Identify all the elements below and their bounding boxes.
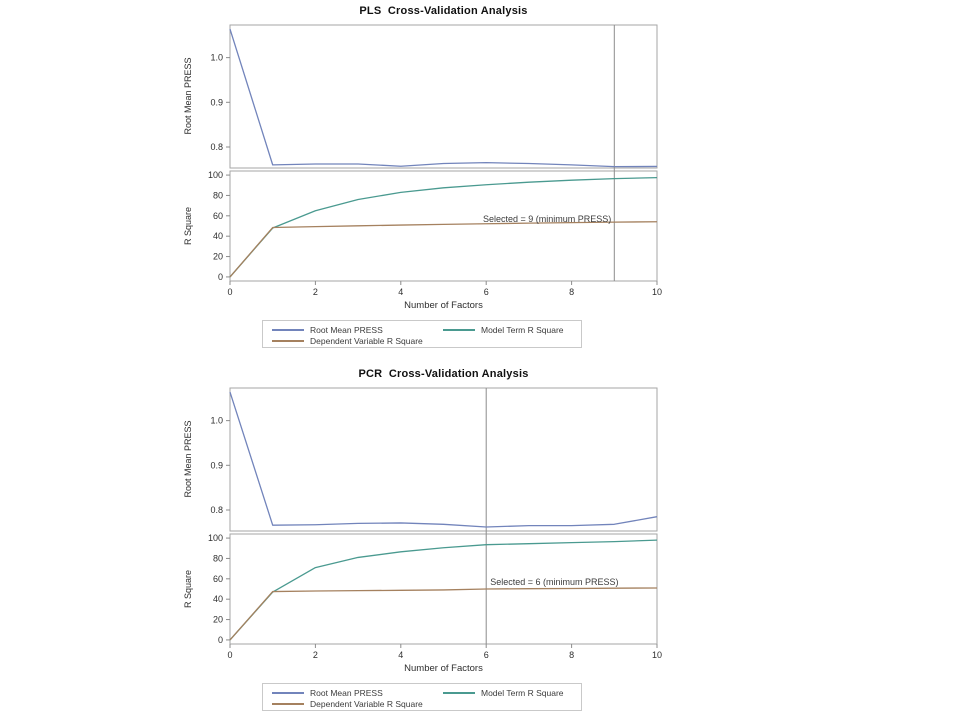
- x-tick-label: 2: [313, 650, 318, 660]
- pcr-legend: Root Mean PRESS Model Term R Square Depe…: [262, 683, 582, 711]
- pcr-figure: PCR Cross-Validation Analysis Root Mean …: [0, 363, 960, 719]
- y-tick-label: 0.8: [210, 505, 223, 515]
- legend-label: Model Term R Square: [481, 688, 564, 698]
- legend-label: Model Term R Square: [481, 325, 564, 335]
- legend-line-swatch-blue: [272, 692, 304, 694]
- series-model-term-r-square: [229, 539, 658, 641]
- y-tick-label: 40: [213, 594, 223, 604]
- y-tick-label: 0: [218, 635, 223, 645]
- legend-line-swatch-brown: [272, 340, 304, 342]
- x-tick-label: 8: [569, 287, 574, 297]
- legend-label: Dependent Variable R Square: [310, 699, 423, 709]
- plot-wall-panel-2: [229, 170, 658, 282]
- y-tick-label: 0: [218, 272, 223, 282]
- x-tick-label: 4: [398, 650, 403, 660]
- series-root-mean-press: [229, 391, 658, 528]
- legend-label: Root Mean PRESS: [310, 325, 383, 335]
- plot-wall-panel-1: [229, 24, 658, 169]
- y-tick-label: 0.9: [210, 460, 223, 470]
- pls-selection-annotation: Selected = 9 (minimum PRESS): [483, 213, 612, 224]
- pls-plot-canvas: 0.8 0.9 1.0 0 20 40 60 80 100 0 2 4 6 8 10: [208, 24, 662, 297]
- legend-label: Root Mean PRESS: [310, 688, 383, 698]
- pls-chart-title: PLS Cross-Validation Analysis: [359, 5, 528, 17]
- y-tick-label: 60: [213, 211, 223, 221]
- pcr-selection-annotation: Selected = 6 (minimum PRESS): [490, 576, 619, 587]
- legend-item-root-mean-press: Root Mean PRESS: [272, 688, 383, 698]
- pls-x-axis-label: Number of Factors: [404, 300, 483, 311]
- y-tick-label: 0.8: [210, 142, 223, 152]
- series-model-term-r-square: [229, 176, 658, 278]
- y-tick-label: 80: [213, 553, 223, 563]
- series-dependent-variable-r-square: [229, 587, 658, 641]
- x-tick-label: 10: [652, 650, 662, 660]
- x-tick-label: 0: [227, 287, 232, 297]
- y-tick-label: 100: [208, 170, 223, 180]
- x-tick-label: 6: [484, 287, 489, 297]
- pls-legend: Root Mean PRESS Model Term R Square Depe…: [262, 320, 582, 348]
- plot-wall-panel-2: [229, 533, 658, 645]
- x-tick-label: 0: [227, 650, 232, 660]
- y-tick-label: 1.0: [210, 416, 223, 426]
- x-tick-label: 2: [313, 287, 318, 297]
- y-tick-label: 1.0: [210, 53, 223, 63]
- x-tick-label: 6: [484, 650, 489, 660]
- legend-item-model-term-r-square: Model Term R Square: [443, 325, 564, 335]
- series-root-mean-press: [229, 28, 658, 168]
- legend-line-swatch-blue: [272, 329, 304, 331]
- legend-line-swatch-brown: [272, 703, 304, 705]
- y-tick-label: 80: [213, 190, 223, 200]
- legend-item-model-term-r-square: Model Term R Square: [443, 688, 564, 698]
- series-dependent-variable-r-square: [229, 221, 658, 278]
- legend-label: Dependent Variable R Square: [310, 336, 423, 346]
- y-tick-label: 40: [213, 231, 223, 241]
- legend-item-dependent-variable-r-square: Dependent Variable R Square: [272, 699, 423, 709]
- legend-line-swatch-teal: [443, 329, 475, 331]
- legend-item-root-mean-press: Root Mean PRESS: [272, 325, 383, 335]
- y-tick-label: 20: [213, 615, 223, 625]
- x-tick-label: 8: [569, 650, 574, 660]
- pcr-plot-canvas: 0.8 0.9 1.0 0 20 40 60 80 100 0 2 4 6 8 10: [208, 387, 662, 660]
- pls-figure: PLS Cross-Validation Analysis Root Mean …: [0, 0, 960, 356]
- y-tick-label: 0.9: [210, 97, 223, 107]
- x-tick-label: 4: [398, 287, 403, 297]
- y-tick-label: 20: [213, 252, 223, 262]
- y-tick-label: 100: [208, 533, 223, 543]
- legend-item-dependent-variable-r-square: Dependent Variable R Square: [272, 336, 423, 346]
- pcr-x-axis-label: Number of Factors: [404, 663, 483, 674]
- plot-wall-panel-1: [229, 387, 658, 532]
- x-tick-label: 10: [652, 287, 662, 297]
- pcr-chart-title: PCR Cross-Validation Analysis: [358, 368, 529, 380]
- y-tick-label: 60: [213, 574, 223, 584]
- legend-line-swatch-teal: [443, 692, 475, 694]
